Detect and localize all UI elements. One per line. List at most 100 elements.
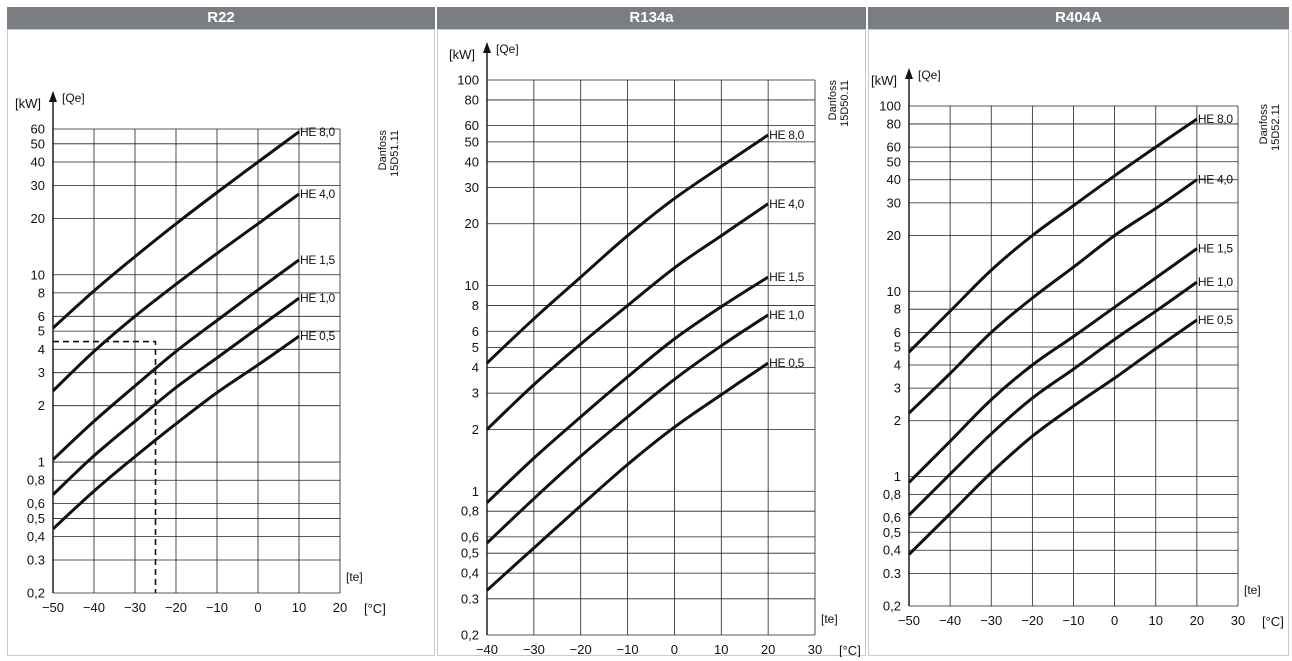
series-line-r404a-he-0-5 (907, 318, 1198, 556)
y-tick-label: 0,2 (27, 586, 45, 601)
chart-code-label: Danfoss (1258, 104, 1270, 145)
series-label-he-4-0: HE 4,0 (300, 187, 336, 201)
x-tick-label: 20 (761, 642, 775, 657)
y-tick-label: 1 (38, 455, 45, 470)
panel-header-r22: R22 (7, 7, 435, 29)
y-tick-label: 20 (887, 228, 901, 243)
y-tick-label: 10 (465, 278, 479, 293)
y-tick-label: 0.3 (27, 553, 45, 568)
series-line-r134a-he-1-5 (485, 275, 769, 504)
series-label-he-1-5: HE 1,5 (1198, 242, 1234, 256)
y-tick-label: 50 (465, 134, 479, 149)
y-tick-label: 0.3 (461, 591, 479, 606)
y-tick-label: 0,5 (461, 546, 479, 561)
series-label-he-1-5: HE 1,5 (769, 270, 805, 284)
x-unit-label: [°C] (1262, 614, 1284, 629)
y-tick-label: 5 (38, 324, 45, 339)
chart-code-label: 15D51.11 (389, 130, 401, 177)
series-line-r22-he-1-5 (51, 258, 300, 461)
x-tick-label: −30 (523, 642, 545, 657)
x-tick-label: −20 (1021, 613, 1043, 628)
y-tick-label: 100 (879, 99, 901, 114)
reference-dashed-line (53, 340, 157, 593)
y-tick-label: 1 (472, 484, 479, 499)
x-tick-label: −20 (165, 600, 187, 615)
chart-panel-r134a: 0,2 0.3 0,4 0,5 0,6 0,8 1 2 3 4 5 6 8 10 20 30 40 50 60 80 1… (437, 29, 866, 657)
series-label-he-1-0: HE 1,0 (769, 308, 805, 322)
y-tick-label: 50 (31, 136, 45, 151)
series-label-he-0-5: HE 0,5 (300, 329, 336, 343)
series-label-he-1-5: HE 1,5 (300, 253, 336, 267)
panel-header-r134a: R134a (437, 7, 866, 29)
series-label-he-0-5: HE 0,5 (769, 356, 805, 370)
y-tick-label: 3 (472, 386, 479, 401)
y-tick-label: 30 (887, 195, 901, 210)
x-tick-label: 0 (254, 600, 261, 615)
series-label-he-4-0: HE 4,0 (1198, 173, 1234, 187)
series-label-he-1-0: HE 1,0 (1198, 275, 1234, 289)
chart-code-label: Danfoss (377, 130, 389, 171)
x-tick-label: 30 (1231, 613, 1245, 628)
y-tick-label: 0,6 (27, 496, 45, 511)
y-tick-label: 40 (887, 172, 901, 187)
series-line-r404a-he-1-5 (907, 247, 1198, 484)
x-tick-label: −10 (206, 600, 228, 615)
y-tick-label: 0,6 (883, 510, 901, 525)
series-line-r404a-he-8-0 (907, 117, 1198, 354)
y-tick-label: 50 (887, 154, 901, 169)
chart-code-label: 15D52.11 (1270, 104, 1282, 151)
y-tick-label: 30 (31, 178, 45, 193)
chart-code-label: Danfoss (827, 80, 839, 121)
series-line-r22-he-4-0 (51, 192, 300, 392)
y-tick-label: 0,4 (461, 566, 479, 581)
y-tick-label: 20 (31, 211, 45, 226)
y-tick-label: 0,6 (461, 529, 479, 544)
y-tick-label: 6 (894, 325, 901, 340)
chart-panel-r404a: 0,2 0.3 0,4 0,5 0,6 0,8 1 2 3 4 5 6 8 10 20 30 40 50 60 80 1… (868, 29, 1289, 656)
y-tick-label: 60 (887, 140, 901, 155)
y-tick-label: 20 (465, 216, 479, 231)
y-tick-label: 80 (465, 92, 479, 107)
x-quantity-label: [te] (1244, 583, 1261, 597)
x-quantity-label: [te] (821, 612, 838, 626)
y-tick-label: 0,4 (883, 543, 901, 558)
x-unit-label: [°C] (364, 601, 386, 616)
y-tick-label: 40 (31, 154, 45, 169)
y-tick-label: 4 (38, 342, 45, 357)
chart-code-label: 15D50.11 (839, 80, 851, 127)
series-line-r134a-he-0-5 (485, 361, 769, 592)
y-tick-label: 60 (465, 118, 479, 133)
y-axis-arrow-icon (483, 42, 491, 53)
x-tick-label: −50 (42, 600, 64, 615)
y-tick-label: 0.3 (883, 566, 901, 581)
y-unit-label: [kW] (15, 96, 41, 111)
x-tick-label: −40 (939, 613, 961, 628)
series-label-he-0-5: HE 0,5 (1198, 313, 1234, 327)
y-tick-label: 8 (38, 285, 45, 300)
y-tick-label: 100 (457, 73, 479, 88)
y-tick-label: 10 (887, 284, 901, 299)
y-tick-label: 2 (894, 413, 901, 428)
chart-panel-r22: 0,2 0.3 0,4 0,5 0,6 0,8 1 2 3 4 5 6 8 10 20 30 40 50 60 −50… (7, 29, 435, 656)
y-tick-label: 3 (38, 365, 45, 380)
y-tick-label: 5 (894, 340, 901, 355)
x-tick-label: 10 (714, 642, 728, 657)
y-axis-arrow-icon (49, 91, 57, 102)
x-quantity-label: [te] (346, 570, 363, 584)
x-tick-label: −30 (124, 600, 146, 615)
x-tick-label: 10 (1149, 613, 1163, 628)
series-line-r134a-he-8-0 (485, 133, 769, 365)
series-label-he-8-0: HE 8,0 (769, 128, 805, 142)
y-tick-label: 30 (465, 180, 479, 195)
y-quantity-label: [Qe] (918, 68, 941, 82)
x-tick-label: −50 (898, 613, 920, 628)
x-tick-label: 10 (292, 600, 306, 615)
series-line-r134a-he-4-0 (485, 202, 769, 431)
y-tick-label: 10 (31, 267, 45, 282)
x-tick-label: −10 (617, 642, 639, 657)
panel-header-r404a: R404A (868, 7, 1289, 29)
y-tick-label: 0,5 (883, 525, 901, 540)
x-tick-label: −10 (1062, 613, 1084, 628)
